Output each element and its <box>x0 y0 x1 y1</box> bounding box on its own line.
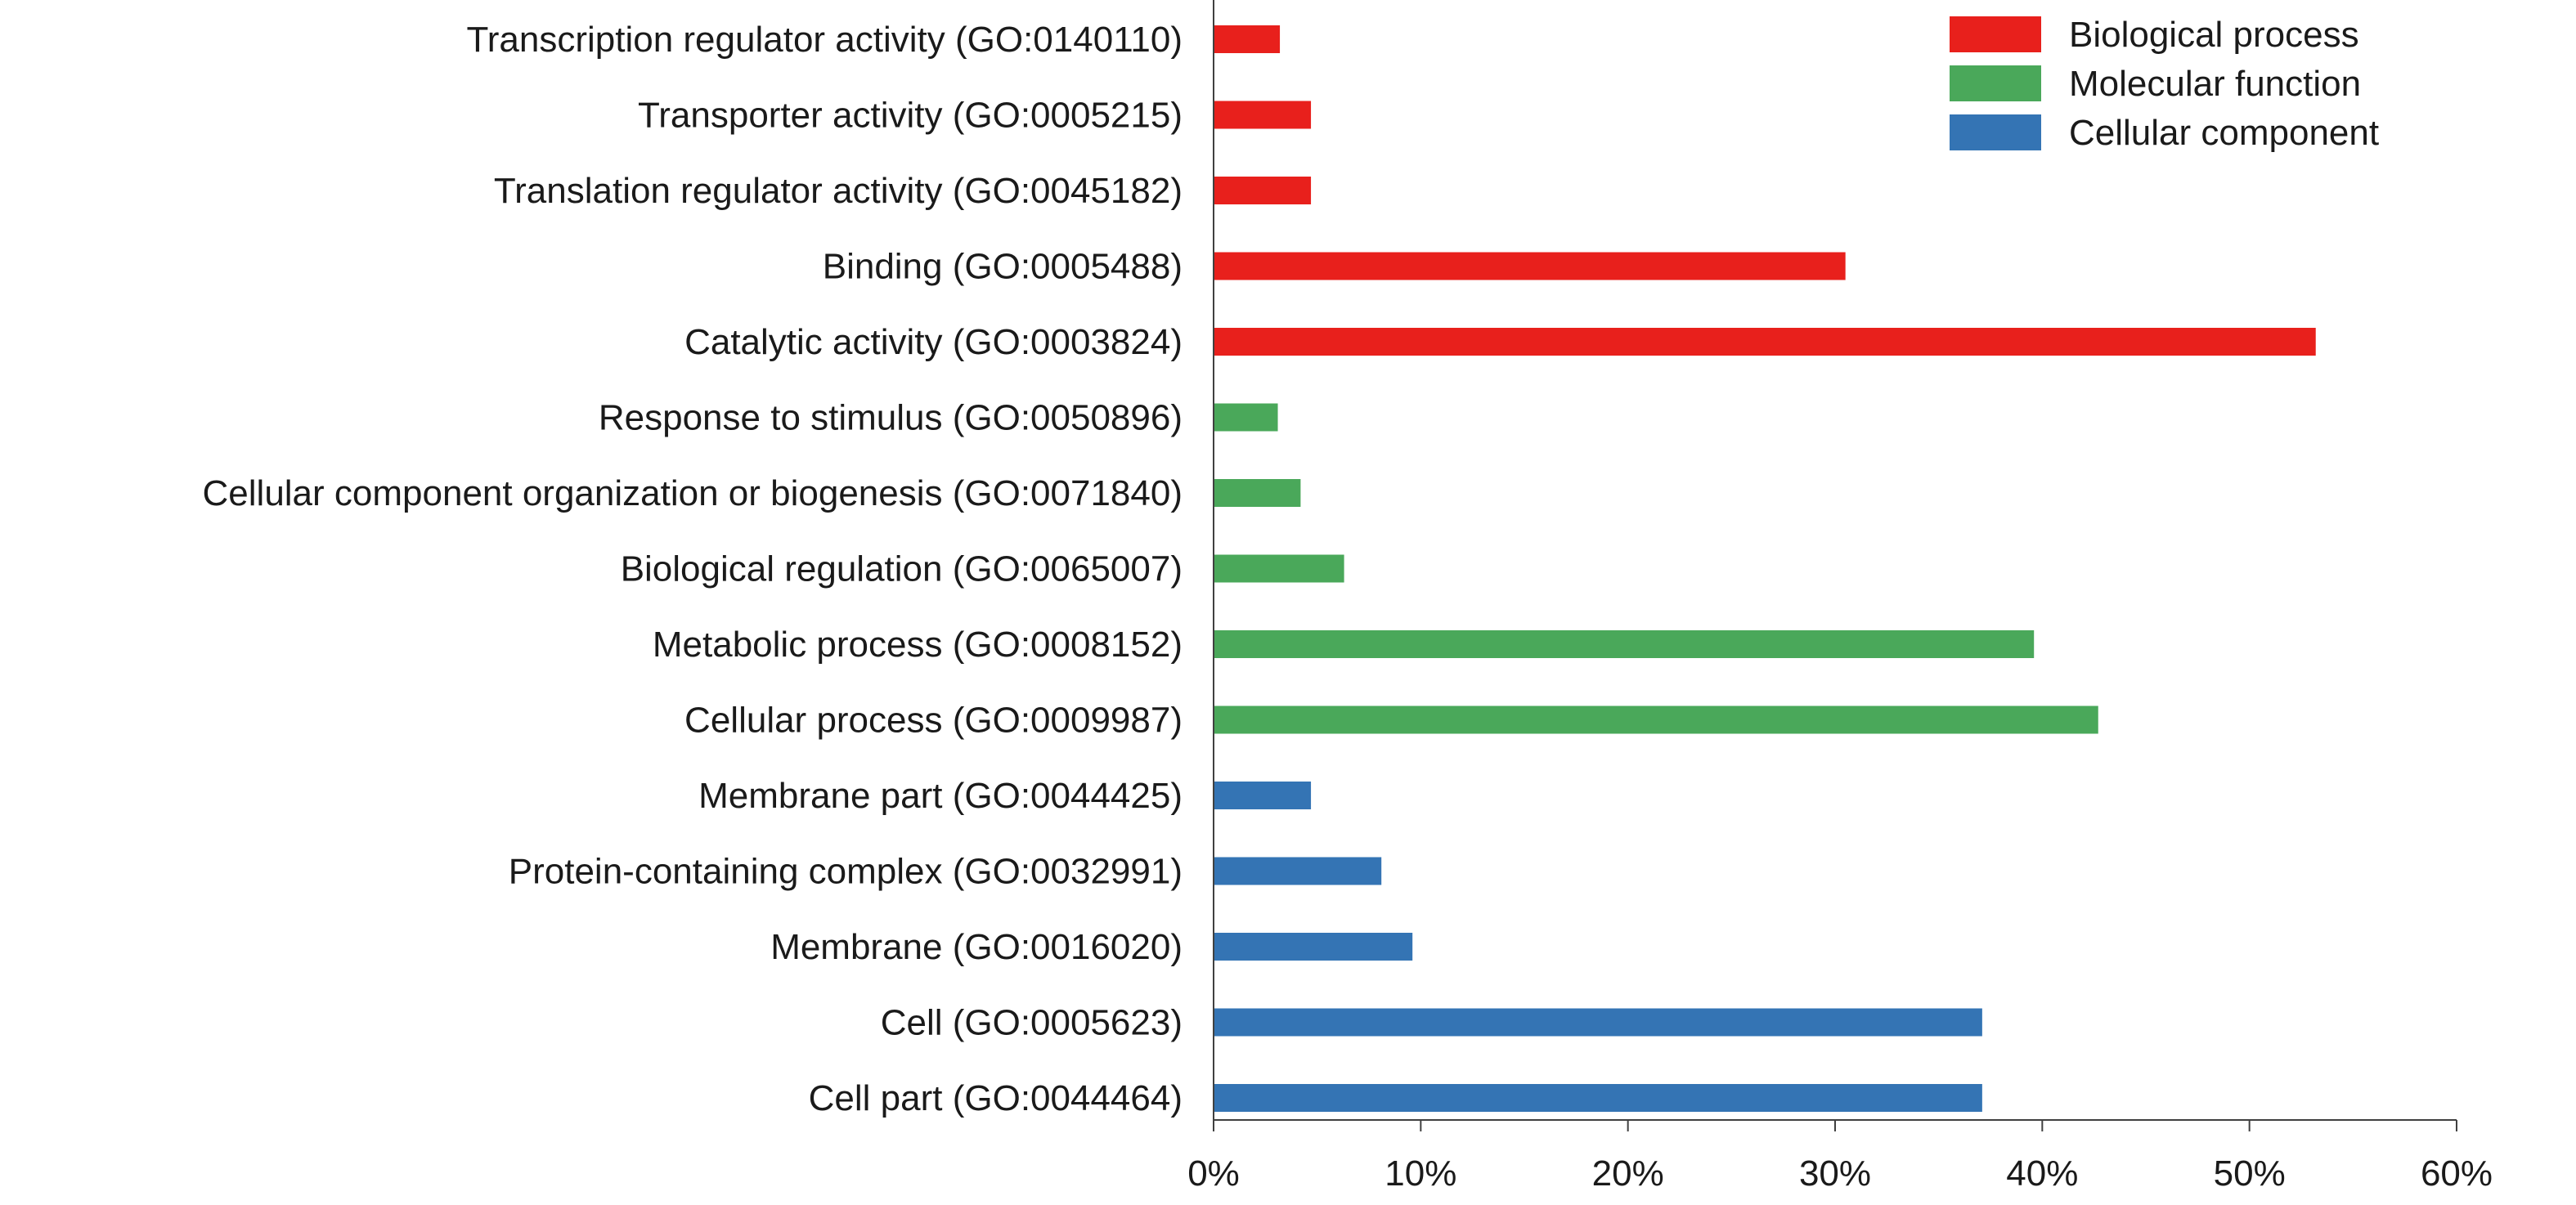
x-tick-label: 10% <box>1384 1153 1456 1194</box>
category-label: Catalytic activity (GO:0003824) <box>684 322 1183 362</box>
category-label: Binding (GO:0005488) <box>823 247 1183 287</box>
bar <box>1214 479 1301 507</box>
x-tick-label: 20% <box>1592 1153 1664 1194</box>
category-label: Protein-containing complex (GO:0032991) <box>509 852 1183 892</box>
category-label: Membrane (GO:0016020) <box>770 927 1183 967</box>
bar <box>1214 782 1312 809</box>
bars <box>1214 25 2316 1112</box>
bar <box>1214 857 1382 885</box>
category-labels: Transcription regulator activity (GO:014… <box>203 20 1183 1118</box>
x-tick-label: 40% <box>2006 1153 2078 1194</box>
category-label: Cellular process (GO:0009987) <box>684 701 1183 741</box>
category-label: Cell part (GO:0044464) <box>809 1078 1183 1118</box>
legend-label: Biological process <box>2069 15 2359 55</box>
bar <box>1214 328 2316 356</box>
legend-label: Cellular component <box>2069 113 2379 153</box>
x-tick-label: 0% <box>1187 1153 1240 1194</box>
category-label: Translation regulator activity (GO:00451… <box>494 171 1183 211</box>
bar <box>1214 1008 1982 1037</box>
x-axis-ticks: 0% 10% 20% 30% 40% 50% 60% <box>1187 1120 2493 1194</box>
legend-swatch <box>1950 114 2041 150</box>
x-tick-label: 30% <box>1799 1153 1871 1194</box>
bar <box>1214 554 1344 583</box>
bar <box>1214 101 1312 129</box>
category-label: Metabolic process (GO:0008152) <box>653 625 1183 665</box>
bar <box>1214 252 1846 280</box>
x-tick-label: 60% <box>2421 1153 2493 1194</box>
category-label: Transcription regulator activity (GO:014… <box>467 20 1183 60</box>
bar <box>1214 706 2098 734</box>
legend-swatch <box>1950 16 2041 52</box>
bar <box>1214 1084 1982 1112</box>
bar <box>1214 25 1281 53</box>
bar <box>1214 933 1413 961</box>
x-tick-label: 50% <box>2214 1153 2286 1194</box>
legend-label: Molecular function <box>2069 64 2361 104</box>
category-label: Cellular component organization or bioge… <box>203 473 1183 513</box>
legend: Biological process Molecular function Cell… <box>1950 15 2379 153</box>
category-label: Biological regulation (GO:0065007) <box>621 549 1183 589</box>
legend-swatch <box>1950 65 2041 101</box>
category-label: Response to stimulus (GO:0050896) <box>599 398 1183 438</box>
bar <box>1214 403 1278 432</box>
category-label: Membrane part (GO:0044425) <box>698 776 1183 816</box>
bar <box>1214 630 2035 658</box>
bar <box>1214 177 1312 204</box>
category-label: Transporter activity (GO:0005215) <box>638 96 1183 136</box>
category-label: Cell (GO:0005623) <box>881 1003 1183 1043</box>
